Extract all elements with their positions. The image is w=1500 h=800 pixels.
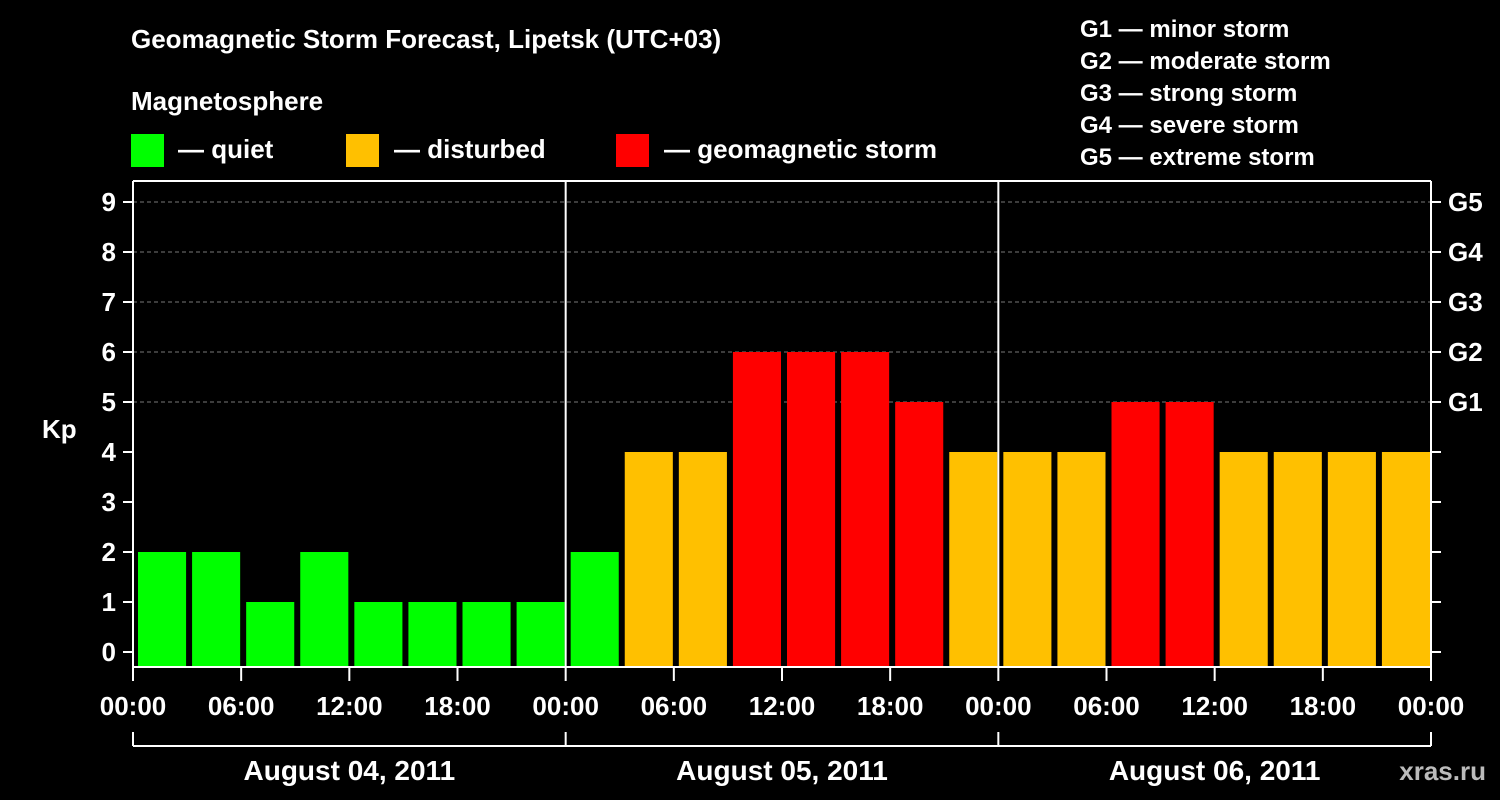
day-label-2: August 06, 2011	[1109, 755, 1321, 786]
bar-16	[1003, 452, 1052, 667]
x-tick-label-1: 06:00	[208, 691, 275, 721]
day-label-1: August 05, 2011	[676, 755, 888, 786]
y-tick-label-6: 6	[102, 337, 116, 367]
bar-5	[408, 602, 457, 667]
bar-23	[1381, 452, 1430, 667]
day-label-0: August 04, 2011	[244, 755, 456, 786]
x-tick-label-5: 06:00	[641, 691, 708, 721]
y-tick-label-4: 4	[102, 437, 117, 467]
y-tick-label-0: 0	[102, 637, 116, 667]
y-axis-label: Kp	[42, 414, 77, 444]
bar-14	[895, 402, 944, 667]
x-tick-label-6: 12:00	[749, 691, 816, 721]
bar-4	[354, 602, 403, 667]
x-tick-label-11: 18:00	[1290, 691, 1357, 721]
y-tick-label-3: 3	[102, 487, 116, 517]
g-scale-item-g3: G3 — strong storm	[1080, 80, 1298, 107]
bar-1	[192, 552, 241, 667]
y-tick-label-9: 9	[102, 187, 116, 217]
g-scale-item-g5: G5 — extreme storm	[1080, 144, 1315, 171]
bar-6	[462, 602, 511, 667]
right-tick-label-g1: G1	[1448, 387, 1483, 417]
legend-heading: Magnetosphere	[131, 86, 324, 116]
bar-13	[841, 352, 890, 667]
chart-title: Geomagnetic Storm Forecast, Lipetsk (UTC…	[131, 24, 722, 54]
g-scale-item-g2: G2 — moderate storm	[1080, 48, 1331, 75]
x-tick-label-4: 00:00	[532, 691, 599, 721]
legend-swatch-disturbed	[346, 134, 379, 167]
bar-18	[1111, 402, 1160, 667]
x-tick-label-2: 12:00	[316, 691, 383, 721]
legend-swatch-storm	[616, 134, 649, 167]
bar-22	[1327, 452, 1376, 667]
g-scale-item-g4: G4 — severe storm	[1080, 112, 1299, 139]
bar-0	[138, 552, 187, 667]
y-tick-label-8: 8	[102, 237, 116, 267]
right-tick-label-g2: G2	[1448, 337, 1483, 367]
bar-8	[570, 552, 619, 667]
x-tick-label-7: 18:00	[857, 691, 924, 721]
bar-2	[246, 602, 295, 667]
g-scale-item-g1: G1 — minor storm	[1080, 16, 1290, 43]
bar-9	[624, 452, 673, 667]
x-tick-label-9: 06:00	[1073, 691, 1140, 721]
bar-7	[516, 602, 565, 667]
bar-3	[300, 552, 349, 667]
y-tick-label-1: 1	[102, 587, 116, 617]
bar-15	[949, 452, 998, 667]
y-tick-label-7: 7	[102, 287, 116, 317]
legend-label-storm: — geomagnetic storm	[664, 134, 938, 164]
right-tick-label-g4: G4	[1448, 237, 1483, 267]
x-tick-label-3: 18:00	[424, 691, 491, 721]
bar-11	[732, 352, 781, 667]
right-tick-label-g3: G3	[1448, 287, 1483, 317]
bar-12	[787, 352, 836, 667]
bar-19	[1165, 402, 1214, 667]
x-tick-label-0: 00:00	[100, 691, 167, 721]
x-tick-label-10: 12:00	[1181, 691, 1248, 721]
bar-20	[1219, 452, 1268, 667]
bar-17	[1057, 452, 1106, 667]
right-tick-label-g5: G5	[1448, 187, 1483, 217]
y-tick-label-5: 5	[102, 387, 116, 417]
bar-10	[678, 452, 727, 667]
legend-label-disturbed: — disturbed	[394, 134, 546, 164]
x-tick-label-8: 00:00	[965, 691, 1032, 721]
legend-label-quiet: — quiet	[178, 134, 274, 164]
x-tick-label-12: 00:00	[1398, 691, 1465, 721]
watermark: xras.ru	[1399, 756, 1486, 786]
bar-21	[1273, 452, 1322, 667]
y-tick-label-2: 2	[102, 537, 116, 567]
legend-swatch-quiet	[131, 134, 164, 167]
